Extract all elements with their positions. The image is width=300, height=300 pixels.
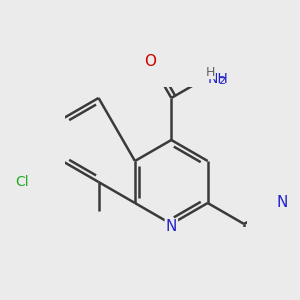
- Text: H: H: [206, 66, 215, 79]
- Text: N: N: [276, 196, 287, 211]
- Text: N: N: [166, 219, 177, 234]
- Text: Cl: Cl: [15, 175, 28, 189]
- Text: O: O: [144, 54, 156, 69]
- Text: NH: NH: [208, 72, 229, 86]
- Text: 2: 2: [218, 76, 226, 86]
